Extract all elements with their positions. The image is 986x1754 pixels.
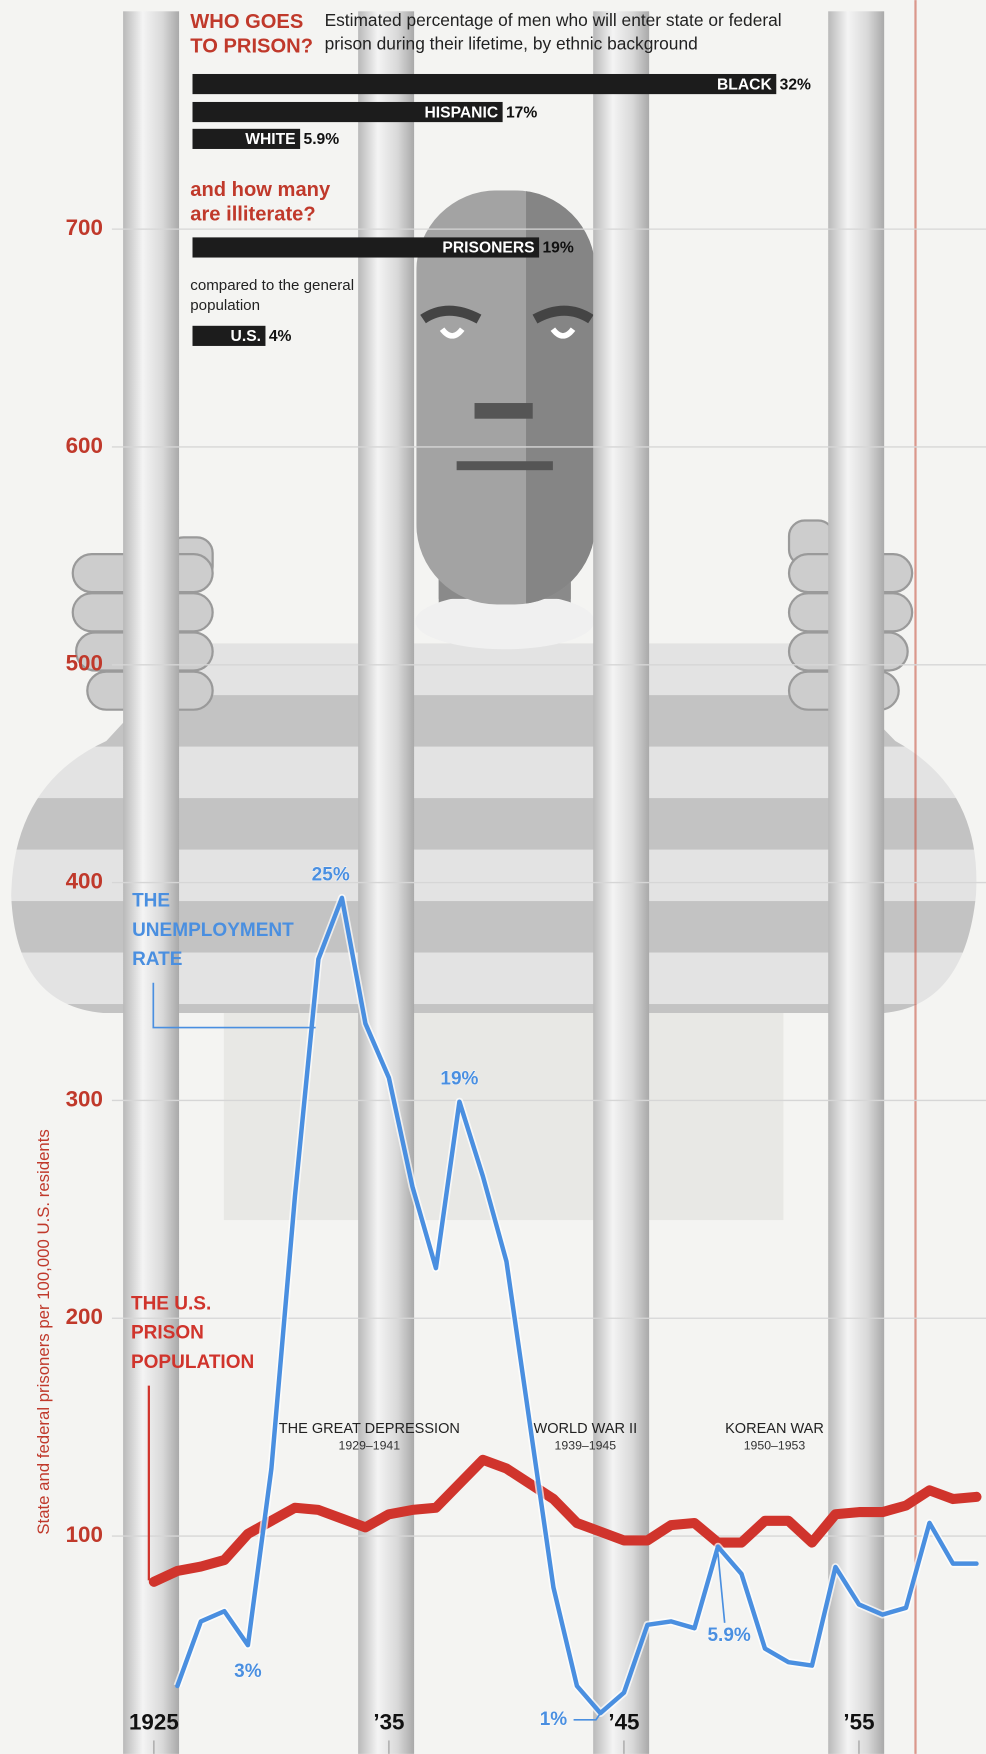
value-label: 5.9% — [707, 1625, 750, 1646]
y-tick-label: 300 — [66, 1086, 103, 1111]
y-tick-label: 200 — [66, 1304, 103, 1329]
bar-category-label: BLACK — [717, 76, 772, 93]
bar-value-label: 5.9% — [303, 131, 339, 148]
x-tick-label: ’35 — [373, 1710, 404, 1735]
inset-subtitle: Estimated percentage of men who will ent… — [325, 9, 823, 56]
series-label: THE UNEMPLOYMENT RATE — [132, 887, 313, 974]
bar-value-label: 17% — [506, 104, 537, 121]
series-label-box: THE U.S. PRISON POPULATION — [131, 1289, 279, 1383]
series-label: THE U.S. PRISON POPULATION — [131, 1289, 279, 1376]
period-dates: 1929–1941 — [339, 1438, 401, 1452]
bar-category-label: PRISONERS — [442, 240, 534, 257]
value-label: 3% — [234, 1661, 262, 1682]
bar-value-label: 19% — [542, 240, 573, 257]
y-tick-label: 400 — [66, 869, 103, 894]
y-tick-label: 700 — [66, 215, 103, 240]
bar-category-label: U.S. — [231, 328, 261, 345]
series-label-box: THE UNEMPLOYMENT RATE — [132, 887, 313, 981]
value-label: 1% — [540, 1709, 568, 1730]
y-tick-label: 100 — [66, 1522, 103, 1547]
period-dates: 1939–1945 — [555, 1438, 617, 1452]
period-label: KOREAN WAR — [725, 1421, 824, 1437]
y-axis-label: State and federal prisoners per 100,000 … — [34, 1129, 53, 1534]
x-tick-label: ’45 — [608, 1710, 639, 1735]
bar-value-label: 4% — [269, 328, 292, 345]
period-label: THE GREAT DEPRESSION — [279, 1421, 460, 1437]
value-label: 25% — [312, 865, 350, 886]
inset-title-box: WHO GOES TO PRISON? — [190, 9, 322, 67]
bar-category-label: WHITE — [245, 131, 295, 148]
bar-value-label: 32% — [780, 76, 811, 93]
y-tick-label: 600 — [66, 433, 103, 458]
bar-category-label: HISPANIC — [424, 104, 498, 121]
page: Prison population and unemployment html,… — [0, 0, 986, 1754]
y-tick-label: 500 — [66, 651, 103, 676]
page-body: {"chart_data": [ {"type": "line", "ylabe… — [0, 0, 986, 1754]
inset-title: and how many are illiterate? — [190, 177, 358, 226]
period-dates: 1950–1953 — [744, 1438, 806, 1452]
bar — [192, 74, 776, 94]
infographic: State and federal prisoners per 100,000 … — [0, 0, 986, 1754]
inset-title-box: and how many are illiterate? — [190, 177, 358, 235]
inset-subtitle-box: Estimated percentage of men who will ent… — [325, 9, 823, 67]
value-label: 19% — [440, 1068, 478, 1089]
nose — [475, 403, 533, 419]
mouth — [457, 461, 553, 470]
inset-note: compared to the general population — [190, 275, 358, 315]
inset-title: WHO GOES TO PRISON? — [190, 9, 322, 58]
x-tick-label: ’55 — [843, 1710, 874, 1735]
period-label: WORLD WAR II — [534, 1421, 638, 1437]
x-tick-label: 1925 — [129, 1710, 179, 1735]
chart: State and federal prisoners per 100,000 … — [0, 0, 986, 1754]
inset-note-box: compared to the general population — [190, 275, 358, 320]
